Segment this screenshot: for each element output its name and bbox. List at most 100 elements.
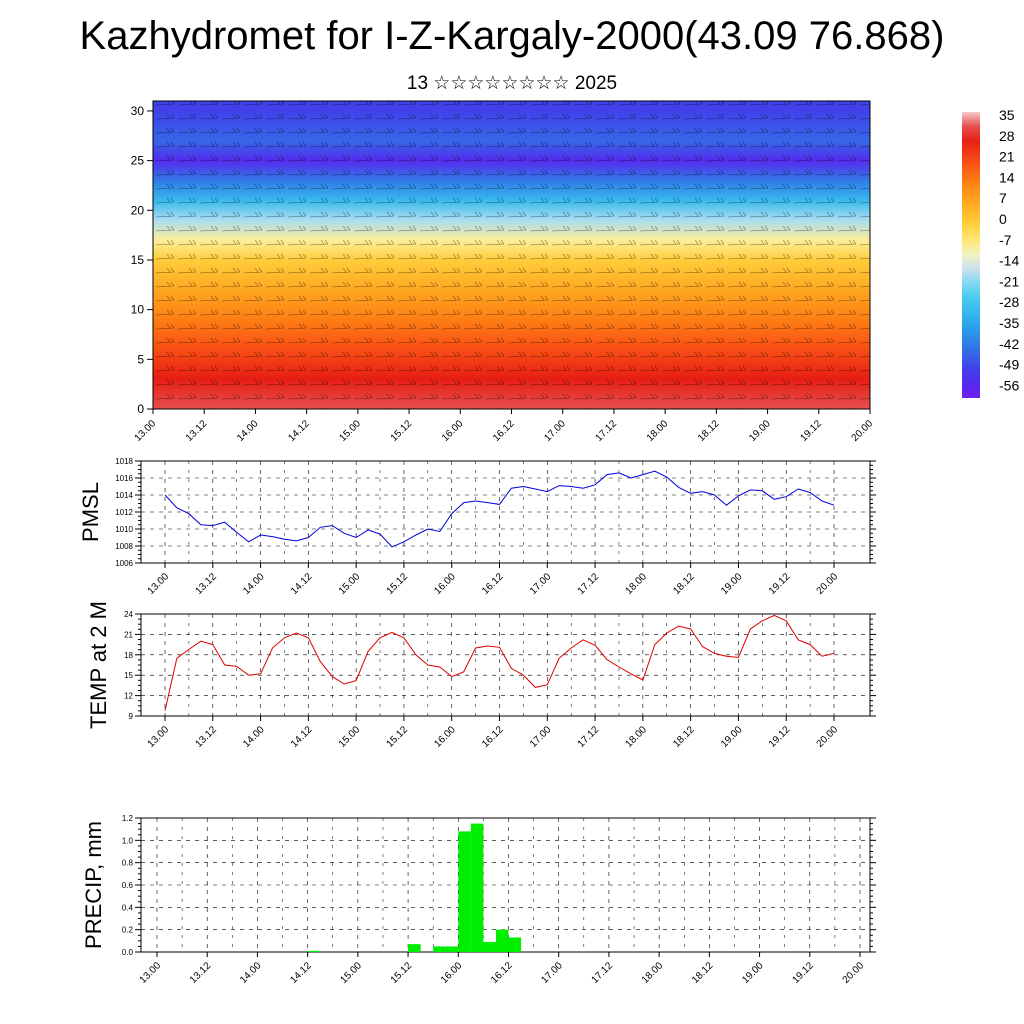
x-tick-label: 13.00 [133, 418, 159, 444]
precip-bar [433, 946, 446, 952]
precip-bar [445, 946, 459, 952]
x-tick-label: 20.00 [850, 418, 876, 444]
x-tick-label: 13.12 [184, 418, 210, 444]
temperature-panel: 9 12 15 18 21 24 13.00 13.12 14.00 14.12 15.00 15.1… [86, 601, 876, 750]
precip-bar [408, 944, 421, 952]
precip-bar [483, 941, 496, 952]
x-tick-label: 17.12 [594, 418, 620, 444]
x-tick-label: 14.12 [288, 960, 314, 986]
x-tick-label: 19.12 [790, 960, 816, 986]
x-tick-label: 13.00 [146, 571, 172, 597]
x-tick-label: 15.12 [389, 960, 415, 986]
chart-title: Kazhydromet for I-Z-Kargaly-2000(43.09 7… [79, 14, 945, 58]
x-tick-label: 15.00 [338, 418, 364, 444]
y-tick-label: 24 [124, 610, 133, 619]
colorbar-label: 21 [999, 149, 1015, 165]
y-tick-label: 1006 [115, 559, 133, 568]
x-tick-label: 19.00 [719, 571, 745, 597]
data-line [164, 470, 835, 548]
colorbar-label: 28 [999, 128, 1015, 144]
x-tick-label: 19.00 [747, 418, 773, 444]
x-tick-label: 13.12 [193, 724, 219, 750]
x-tick-label: 14.00 [241, 724, 267, 750]
x-tick-label: 20.00 [815, 724, 841, 750]
y-tick-label: 15 [131, 253, 145, 267]
precip-bar [470, 823, 484, 952]
y-tick-label: 0 [137, 402, 144, 416]
x-tick-label: 18.12 [696, 418, 722, 444]
colorbar-label: -35 [999, 315, 1019, 331]
y-tick-label: 18 [124, 651, 133, 660]
precip-bar [307, 950, 321, 952]
x-tick-label: 17.12 [576, 571, 602, 597]
x-tick-label: 16.00 [432, 724, 458, 750]
colorbar-label: -28 [999, 294, 1019, 310]
y-tick-label: 1012 [115, 508, 133, 517]
x-tick-label: 19.00 [719, 724, 745, 750]
colorbar-ramp [962, 112, 980, 398]
colorbar-label: 35 [999, 107, 1015, 123]
y-axis-title: TEMP at 2 M [86, 601, 111, 729]
x-tick-label: 19.00 [740, 960, 766, 986]
x-tick-label: 14.12 [289, 724, 315, 750]
y-tick-label: 12 [124, 692, 133, 701]
x-tick-label: 14.12 [286, 418, 312, 444]
x-tick-label: 19.12 [798, 418, 824, 444]
x-tick-label: 16.12 [489, 960, 515, 986]
x-tick-label: 15.00 [339, 960, 365, 986]
precip-bar [508, 937, 522, 952]
y-tick-label: 10 [131, 303, 145, 317]
x-tick-label: 14.12 [289, 571, 315, 597]
colorbar-label: 7 [999, 190, 1007, 206]
y-tick-label: 9 [129, 712, 134, 721]
y-tick-label: 0.4 [122, 903, 134, 912]
x-tick-label: 19.12 [767, 571, 793, 597]
x-tick-label: 15.00 [337, 724, 363, 750]
precip-bar [495, 929, 509, 952]
y-tick-label: 0.2 [122, 926, 134, 935]
y-tick-label: 1018 [115, 457, 133, 466]
y-tick-label: 21 [124, 630, 133, 639]
colorbar-label: -56 [999, 377, 1019, 393]
x-tick-label: 13.12 [188, 960, 214, 986]
plot-frame [140, 613, 871, 717]
x-tick-label: 17.00 [539, 960, 565, 986]
colorbar-label: -7 [999, 232, 1012, 248]
x-tick-label: 14.00 [238, 960, 264, 986]
x-tick-label: 17.12 [576, 724, 602, 750]
height-temperature-panel: 0 5 10 15 20 25 30 13.00 13.12 14.00 14.12 15.00 15.… [131, 100, 876, 444]
colorbar-label: 0 [999, 211, 1007, 227]
x-tick-label: 17.00 [542, 418, 568, 444]
precip-panel: 0.0 0.2 0.4 0.6 0.8 1.0 1.2 13.00 13.12 14.00 14.1… [81, 814, 876, 986]
x-tick-label: 18.00 [624, 724, 650, 750]
x-tick-label: 16.12 [480, 571, 506, 597]
x-tick-label: 13.00 [146, 724, 172, 750]
colorbar-label: 14 [999, 169, 1015, 185]
x-tick-label: 18.12 [671, 571, 697, 597]
x-tick-label: 16.00 [440, 418, 466, 444]
x-tick-label: 15.12 [385, 724, 411, 750]
precip-bar [458, 831, 471, 952]
x-tick-label: 18.00 [640, 960, 666, 986]
x-tick-label: 15.12 [389, 418, 415, 444]
x-tick-label: 20.00 [841, 960, 867, 986]
colorbar-label: -21 [999, 273, 1019, 289]
x-tick-label: 15.12 [385, 571, 411, 597]
pressure-panel: 1006 1008 1010 1012 1014 1016 1018 13.00 13.12 14… [78, 457, 876, 597]
x-tick-label: 13.12 [193, 571, 219, 597]
colorbar-label: -42 [999, 336, 1019, 352]
y-tick-label: 1014 [115, 491, 133, 500]
y-tick-label: 15 [124, 671, 133, 680]
x-tick-label: 18.00 [645, 418, 671, 444]
y-axis-title: PMSL [78, 482, 103, 542]
x-tick-label: 18.00 [624, 571, 650, 597]
y-tick-label: 1.0 [122, 836, 134, 845]
x-tick-label: 17.00 [528, 724, 554, 750]
x-tick-label: 18.12 [690, 960, 716, 986]
x-tick-label: 17.12 [590, 960, 616, 986]
y-tick-label: 20 [131, 203, 145, 217]
x-tick-label: 14.00 [235, 418, 261, 444]
x-tick-label: 20.00 [815, 571, 841, 597]
wind-barbs [153, 101, 870, 409]
